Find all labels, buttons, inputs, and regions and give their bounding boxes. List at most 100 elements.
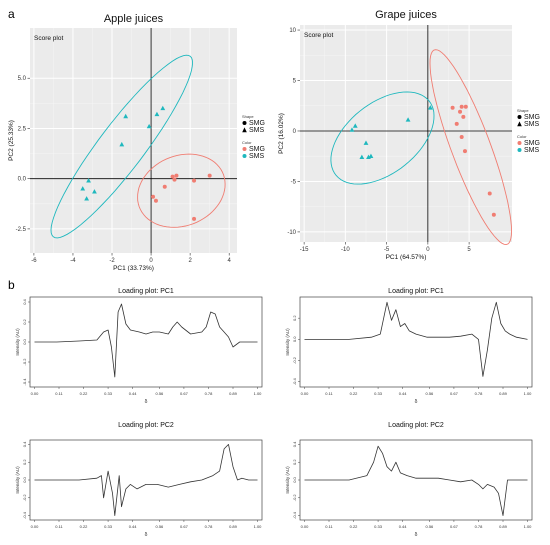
x-tick-label: 0.11 [325, 391, 333, 396]
data-point-smg [450, 105, 455, 110]
chart-title: Apple juices [104, 13, 164, 25]
x-axis-label: δ [415, 532, 418, 538]
y-tick-label: 0.2 [22, 459, 27, 465]
loading-line [304, 445, 528, 516]
y-tick-label: -0.2 [292, 494, 297, 502]
data-point-smg [462, 149, 467, 154]
data-point-sms [86, 178, 91, 183]
x-axis-label: δ [145, 532, 148, 538]
score-plot-0: Apple juices Score plot -6 -4 -2 0 2 4 -2.5 0.0 2.… [8, 13, 265, 272]
x-tick-label: 0.00 [301, 391, 310, 396]
y-tick-label: 0.4 [22, 298, 27, 304]
data-point-smg [487, 191, 492, 196]
legend-circle-icon [242, 121, 247, 125]
confidence-ellipse-sms [330, 91, 435, 185]
data-point-smg [192, 216, 197, 221]
x-tick-label: 0.89 [229, 391, 238, 396]
data-point-sms [405, 117, 411, 122]
x-tick-label: 0.67 [450, 524, 459, 529]
x-tick-label: 0.33 [374, 524, 383, 529]
x-tick-label: 5 [467, 247, 471, 253]
chart-title: Grape juices [375, 9, 437, 21]
legend-color-title: Color [517, 134, 527, 139]
x-axis-label: δ [415, 399, 418, 405]
data-point-smg [162, 184, 167, 189]
x-tick-label: -5 [384, 247, 390, 253]
x-tick-label: 0.56 [155, 524, 164, 529]
y-tick-label: -0.4 [22, 511, 27, 519]
y-tick-label: -0.4 [292, 377, 297, 385]
x-tick-label: 4 [228, 258, 232, 264]
x-axis-label: δ [145, 399, 148, 405]
y-tick-label: 0.0 [22, 338, 27, 344]
legend-color-entry: SMS [249, 153, 265, 160]
legend-color-entry: SMS [524, 147, 540, 154]
legend-triangle-icon [242, 127, 247, 133]
x-tick-label: 0.00 [301, 524, 310, 529]
legend-shape-title: Shape [517, 108, 529, 113]
chart-title: Loading plot: PC2 [388, 422, 444, 429]
x-tick-label: 2 [188, 258, 192, 264]
x-tick-label: 0.22 [80, 524, 89, 529]
legend-color-swatch [517, 148, 522, 152]
score-plot-1: Grape juices Score plot -15 -10 -5 0 5 -10 -5 0 5 1… [278, 9, 540, 261]
chart-title: Loading plot: PC1 [388, 288, 444, 295]
confidence-ellipse-smg [429, 49, 512, 246]
score-plot-label: Score plot [34, 35, 63, 42]
legend-color-swatch [242, 147, 247, 151]
y-tick-label: 0.0 [18, 177, 27, 183]
y-tick-label: 5.0 [18, 76, 27, 82]
data-point-smg [151, 194, 156, 199]
confidence-ellipse-sms [50, 54, 194, 239]
x-tick-label: 0.67 [450, 391, 459, 396]
data-point-smg [207, 173, 212, 178]
data-point-smg [459, 135, 464, 140]
data-point-smg [172, 177, 177, 182]
x-tick-label: 1.00 [254, 524, 263, 529]
loading-plot-4: Loading plot: PC2 0.00 0.11 0.22 0.33 0.44 0.5… [15, 422, 263, 538]
data-point-sms [146, 123, 152, 129]
loading-line [34, 303, 258, 378]
data-point-smg [463, 104, 468, 109]
x-tick-label: 0.44 [129, 391, 138, 396]
legend-circle-icon [517, 115, 522, 119]
data-point-smg [174, 173, 179, 178]
y-tick-label: 0.2 [22, 318, 27, 324]
x-tick-label: 0.22 [350, 391, 359, 396]
x-tick-label: 0 [149, 258, 153, 264]
legend-shape-entry: SMG [249, 120, 265, 127]
data-point-sms [160, 105, 166, 111]
x-tick-label: 0.11 [55, 391, 63, 396]
x-tick-label: -4 [70, 258, 76, 264]
y-axis-label: Intensity (AU) [285, 328, 290, 356]
legend-shape-title: Shape [242, 114, 254, 119]
x-tick-label: 0.00 [31, 391, 40, 396]
x-tick-label: 0.11 [55, 524, 63, 529]
x-tick-label: 0.89 [229, 524, 238, 529]
data-point-smg [454, 121, 459, 126]
x-tick-label: 0.78 [475, 391, 484, 396]
charts-container: Apple juices Score plot -6 -4 -2 0 2 4 -2.5 0.0 2.… [8, 9, 540, 538]
y-tick-label: 2.5 [18, 126, 27, 132]
legend-shape-entry: SMS [249, 127, 265, 134]
y-tick-label: -2.5 [16, 227, 27, 233]
data-point-sms [119, 141, 125, 147]
y-tick-label: 0.4 [292, 441, 297, 447]
x-tick-label: 0.78 [475, 524, 484, 529]
x-tick-label: 0.22 [350, 524, 359, 529]
data-point-smg [461, 114, 466, 119]
y-tick-label: -0.2 [22, 358, 27, 366]
plot-background [30, 28, 237, 253]
data-point-smg [153, 198, 158, 203]
y-tick-label: 0.4 [22, 441, 27, 447]
data-point-smg [491, 212, 496, 217]
y-tick-label: -0.2 [292, 356, 297, 364]
loading-plot-3: Loading plot: PC1 0.00 0.11 0.22 0.33 0.44 0.5… [285, 288, 533, 405]
y-tick-label: -0.4 [292, 511, 297, 519]
x-tick-label: 0.78 [205, 391, 214, 396]
data-point-smg [458, 109, 463, 114]
y-tick-label: 0.0 [292, 476, 297, 482]
legend-color-entry: SMG [249, 146, 265, 153]
